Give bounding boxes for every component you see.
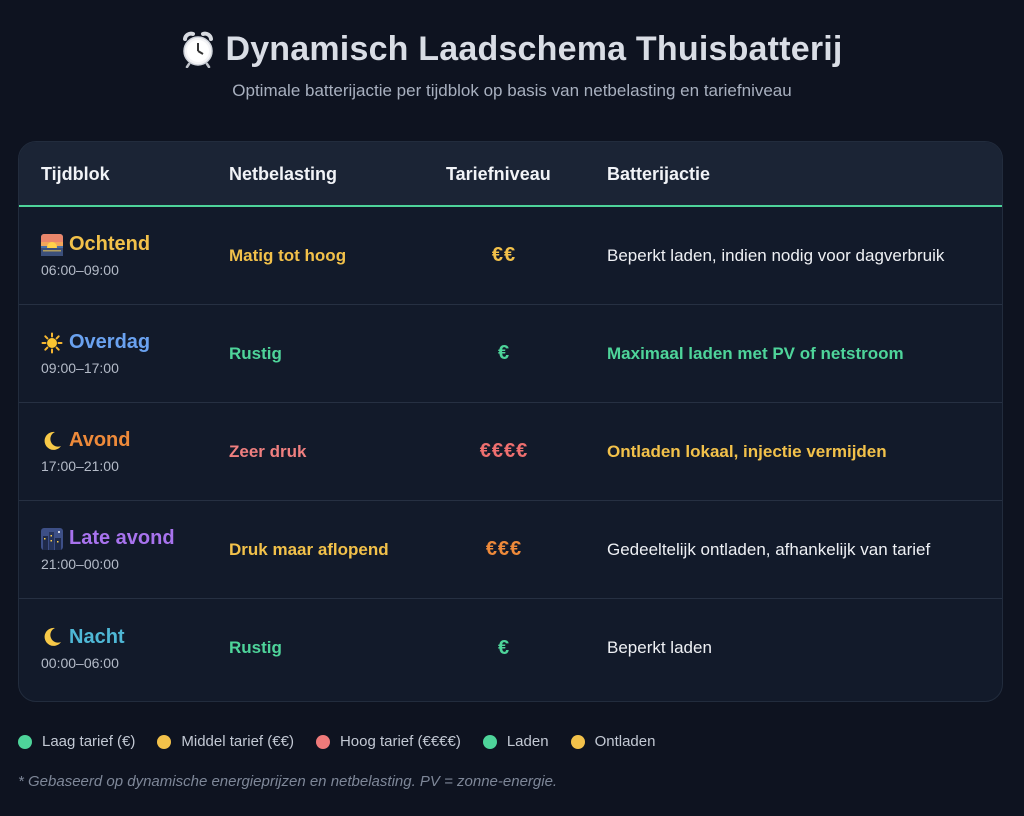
block-name-wrap: Nacht: [41, 626, 125, 649]
block-name: Overdag: [69, 331, 151, 353]
load-cell: Rustig: [229, 343, 282, 363]
crescent-moon-icon: [41, 626, 63, 648]
legend-item: Middel tarief (€€): [157, 733, 294, 750]
legend-dot: [315, 734, 330, 749]
legend-item: Hoog tarief (€€€€): [315, 733, 461, 750]
column-header-batterijactie: Batterijactie: [607, 164, 711, 184]
load-cell: Druk maar aflopend: [229, 539, 389, 559]
tariff-cell: €: [497, 636, 511, 659]
table-row: Ochtend 06:00–09:00 Matig tot hoog €€ Be…: [19, 207, 1002, 305]
legend: Laag tarief (€) Middel tarief (€€) Hoog …: [18, 733, 677, 750]
legend-label: Laden: [506, 733, 549, 750]
legend-item: Laag tarief (€): [18, 733, 135, 750]
block-name: Nacht: [69, 625, 125, 648]
legend-item: Laden: [482, 733, 549, 750]
block-name: Ochtend: [69, 233, 151, 255]
page-title: Dynamisch Laadschema Thuisbatterij: [225, 29, 843, 68]
sunrise-icon: [41, 233, 63, 256]
legend-dot: [482, 734, 497, 749]
block-name: Avond: [69, 429, 131, 451]
crescent-moon-icon: [41, 430, 63, 452]
column-header-netbelasting: Netbelasting: [229, 164, 338, 184]
time-block-cell: Nacht 00:00–06:00: [41, 599, 125, 697]
tariff-cell: €: [497, 342, 511, 364]
alarm-clock-icon: [181, 30, 215, 69]
legend-label: Hoog tarief (€€€€): [339, 733, 461, 750]
table-row: Nacht 00:00–06:00 Rustig € Beperkt laden: [19, 599, 1002, 697]
load-cell: Matig tot hoog: [229, 245, 347, 265]
legend-label: Ontladen: [594, 733, 656, 750]
schedule-table: Tijdblok Netbelasting Tariefniveau Batte…: [18, 141, 1003, 702]
tariff-cell: €€: [491, 244, 517, 266]
sun-icon: [41, 332, 63, 354]
time-block-cell: Late avond 21:00–00:00: [41, 501, 175, 598]
action-cell: Beperkt laden, indien nodig voor dagverb…: [607, 245, 945, 265]
action-cell: Maximaal laden met PV of netstroom: [607, 343, 904, 363]
table-row: Avond 17:00–21:00 Zeer druk €€€€ Ontlade…: [19, 403, 1002, 501]
legend-dot: [570, 734, 585, 749]
time-block-cell: Overdag 09:00–17:00: [41, 305, 150, 402]
load-cell: Zeer druk: [229, 441, 307, 461]
legend-label: Middel tarief (€€): [181, 733, 294, 750]
table-header: Tijdblok Netbelasting Tariefniveau Batte…: [19, 142, 1002, 207]
city-night-icon: [41, 527, 63, 550]
block-name-wrap: Ochtend: [41, 233, 150, 256]
tariff-cell: €€€: [485, 538, 523, 560]
table-row: Late avond 21:00–00:00 Druk maar aflopen…: [19, 501, 1002, 599]
action-cell: Gedeeltelijk ontladen, afhankelijk van t…: [607, 539, 931, 559]
legend-item: Ontladen: [570, 733, 656, 750]
legend-label: Laag tarief (€): [42, 733, 136, 750]
page-subtitle: Optimale batterijactie per tijdblok op b…: [232, 81, 792, 100]
block-time: 09:00–17:00: [41, 360, 119, 376]
block-name-wrap: Late avond: [41, 527, 175, 550]
block-time: 21:00–00:00: [41, 556, 119, 572]
block-time: 00:00–06:00: [41, 654, 119, 671]
block-time: 17:00–21:00: [41, 458, 119, 474]
block-time: 06:00–09:00: [41, 262, 119, 278]
time-block-cell: Ochtend 06:00–09:00: [41, 207, 150, 304]
load-cell: Rustig: [229, 638, 282, 657]
time-block-cell: Avond 17:00–21:00: [41, 403, 130, 500]
legend-dot: [18, 734, 32, 749]
header: Dynamisch Laadschema Thuisbatterij Optim…: [0, 0, 1024, 101]
block-name-wrap: Overdag: [41, 331, 150, 354]
table-row: Overdag 09:00–17:00 Rustig € Maximaal la…: [19, 305, 1002, 403]
column-header-tijdblok: Tijdblok: [41, 164, 110, 184]
page-title-wrap: Dynamisch Laadschema Thuisbatterij: [181, 26, 842, 72]
footnote: * Gebaseerd op dynamische energieprijzen…: [18, 773, 558, 790]
action-cell: Ontladen lokaal, injectie vermijden: [607, 441, 887, 461]
tariff-cell: €€€€: [479, 440, 529, 462]
column-header-tariefniveau: Tariefniveau: [446, 164, 551, 184]
block-name-wrap: Avond: [41, 429, 130, 452]
action-cell: Beperkt laden: [607, 638, 712, 657]
block-name: Late avond: [69, 527, 175, 549]
legend-dot: [157, 734, 172, 749]
